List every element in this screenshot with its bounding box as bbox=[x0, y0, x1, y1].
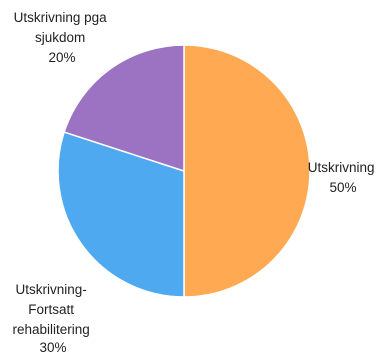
label-fortsatt-line: Utskrivning- bbox=[15, 282, 86, 297]
label-sjukdom-line: sjukdom bbox=[35, 30, 85, 45]
label-sjukdom-percent: 20% bbox=[48, 50, 75, 65]
slice-pga-sjukdom bbox=[63, 44, 185, 173]
label-fortsatt-line: rehabilitering bbox=[12, 322, 89, 337]
label-pga-sjukdom: Utskrivning pga sjukdom 20% bbox=[14, 10, 111, 65]
label-utskrivning-percent: 50% bbox=[329, 180, 356, 195]
label-fortsatt-percent: 30% bbox=[39, 340, 66, 352]
label-sjukdom-line: Utskrivning pga bbox=[14, 10, 108, 25]
label-utskrivning: Utskrivning 50% bbox=[308, 160, 379, 195]
label-fortsatt-rehabilitering: Utskrivning- Fortsatt rehabilitering 30% bbox=[12, 282, 93, 352]
slice-utskrivning bbox=[183, 44, 311, 298]
label-fortsatt-line: Fortsatt bbox=[28, 302, 74, 317]
pie-slices bbox=[57, 44, 311, 298]
label-utskrivning-line: Utskrivning bbox=[308, 160, 375, 175]
slice-fortsatt-rehabilitering bbox=[57, 131, 185, 298]
